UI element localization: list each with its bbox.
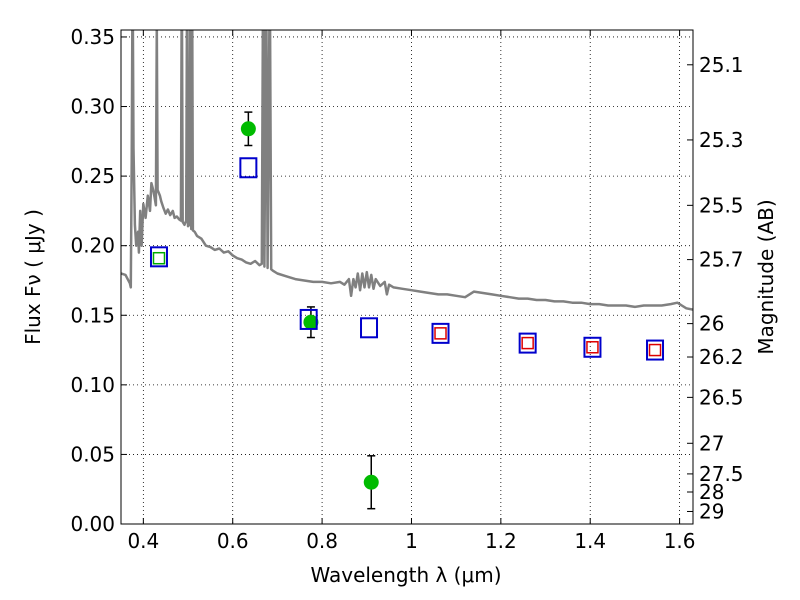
model-flux-square: [518, 332, 537, 354]
y2-tick-label: 25.1: [699, 53, 744, 77]
axis-ticks: 0.4 0.6 0.8 1 1.2 1.4 1.6 0.00 0.05 0.10 0.15 0.20 0…: [70, 25, 743, 553]
synthetic-flux-square: [521, 336, 534, 350]
model-flux-square: [646, 339, 665, 361]
y2-tick-label: 26.5: [699, 385, 744, 409]
x-tick-label: 1: [405, 529, 418, 553]
y2-tick-label: 25.5: [699, 193, 744, 217]
y2-axis-label: Magnitude (AB): [754, 199, 778, 354]
synthetic-flux-square: [586, 341, 599, 354]
synthetic-flux-square: [434, 327, 447, 340]
y2-tick-label: 29: [699, 499, 724, 523]
plot-area: [121, 30, 693, 524]
data-points: [149, 111, 665, 510]
model-spectrum-line: [121, 30, 693, 311]
x-axis-label: Wavelength λ (μm): [310, 563, 501, 587]
y2-tick-label: 26: [699, 312, 724, 336]
observed-flux-point: [363, 474, 379, 490]
model-flux-square: [431, 322, 450, 344]
x-tick-label: 0.8: [306, 529, 338, 553]
model-flux-square: [360, 317, 379, 339]
x-tick-label: 0.6: [217, 529, 249, 553]
y-tick-label: 0.35: [70, 25, 115, 49]
y-tick-label: 0.30: [70, 95, 115, 119]
synthetic-flux-square: [648, 343, 662, 357]
x-tick-label: 1.4: [574, 529, 606, 553]
y-tick-label: 0.10: [70, 373, 115, 397]
y-tick-label: 0.05: [70, 442, 115, 466]
y-tick-label: 0.00: [70, 512, 115, 536]
x-tick-label: 1.6: [664, 529, 696, 553]
model-flux-square: [149, 246, 168, 268]
x-tick-label: 0.4: [127, 529, 159, 553]
y2-tick-label: 25.3: [699, 128, 744, 152]
y-tick-label: 0.15: [70, 303, 115, 327]
observed-flux-point: [303, 314, 319, 330]
x-tick-label: 1.2: [485, 529, 517, 553]
synthetic-flux-square: [152, 251, 166, 265]
model-flux-square: [299, 308, 318, 330]
model-flux-square: [583, 336, 602, 358]
y2-tick-label: 28: [699, 480, 724, 504]
y-axis-label: Flux Fν ( μJy ): [21, 209, 45, 345]
spectrum-layer: [121, 30, 693, 311]
y2-tick-label: 25.7: [699, 248, 744, 272]
observed-flux-point: [240, 121, 256, 137]
y-tick-label: 0.25: [70, 164, 115, 188]
y-tick-label: 0.20: [70, 234, 115, 258]
y2-tick-label: 27: [699, 431, 724, 455]
model-flux-square: [239, 157, 258, 179]
y2-tick-label: 27.5: [699, 462, 744, 486]
plot-frame: [120, 29, 694, 525]
y2-tick-label: 26.2: [699, 345, 744, 369]
